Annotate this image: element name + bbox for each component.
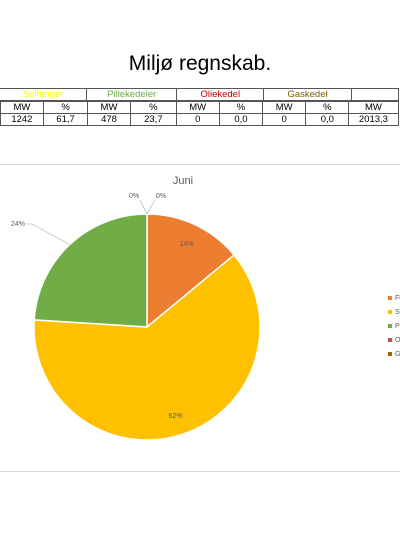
legend-label: Pil...	[395, 323, 400, 330]
group-header-pillekedeler: Pillekedeler	[86, 88, 178, 101]
value-cell: 2013,3	[348, 113, 399, 126]
slice-label: 0%	[129, 193, 139, 200]
chart-area	[0, 164, 400, 472]
legend-label: Ol...	[395, 337, 400, 344]
table-subheader-row: MW % MW % MW % MW % MW 1242 61,7 478 23,…	[0, 101, 399, 126]
pie-slice	[33, 213, 148, 328]
group-header-solfanger: Solfanger	[0, 88, 88, 101]
pie-slice	[33, 253, 261, 441]
value-cell: 0	[175, 113, 220, 126]
slice-label: 62%	[169, 413, 183, 420]
subheader-table: MW % MW % MW % MW % MW 1242 61,7 478 23,…	[0, 101, 399, 126]
legend-item: Ga...	[388, 351, 400, 358]
legend-item: Ol...	[388, 337, 400, 344]
leader-line	[146, 199, 156, 215]
group-header-gaskedel: Gaskedel	[263, 88, 352, 101]
legend-item: Fl...	[388, 295, 400, 302]
value-cell: 478	[86, 113, 132, 126]
value-cell: 1242	[0, 113, 45, 126]
energy-table: Solfanger Pillekedeler Oliekedel Gaskede…	[0, 88, 400, 126]
table-row: 1242 61,7 478 23,7 0 0,0 0 0,0 2013,3	[0, 113, 399, 126]
legend-item: So...	[388, 309, 400, 316]
leader-line	[26, 223, 70, 245]
legend-label: Fl...	[395, 295, 400, 302]
chart-title: Juni	[173, 175, 193, 187]
legend-swatch	[388, 338, 392, 343]
subheader-cell: MW	[175, 101, 220, 114]
value-cell: 0	[261, 113, 307, 126]
legend-swatch	[388, 310, 392, 315]
legend-swatch	[388, 296, 392, 301]
slice-label: 24%	[11, 221, 25, 228]
table-group-header-row: Solfanger Pillekedeler Oliekedel Gaskede…	[0, 88, 400, 101]
slice-label: 0%	[156, 193, 166, 200]
leader-line	[139, 199, 148, 215]
legend-swatch	[388, 324, 392, 329]
pie-slice	[146, 213, 236, 329]
legend-item: Pil...	[388, 323, 400, 330]
value-cell: 0,0	[305, 113, 350, 126]
slice-label: 14%	[179, 241, 193, 248]
group-header-total	[350, 88, 400, 101]
page-title: Miljø regnskab.	[128, 52, 272, 75]
legend-label: So...	[395, 309, 400, 316]
legend-swatch	[388, 352, 392, 357]
legend-label: Ga...	[395, 351, 400, 358]
